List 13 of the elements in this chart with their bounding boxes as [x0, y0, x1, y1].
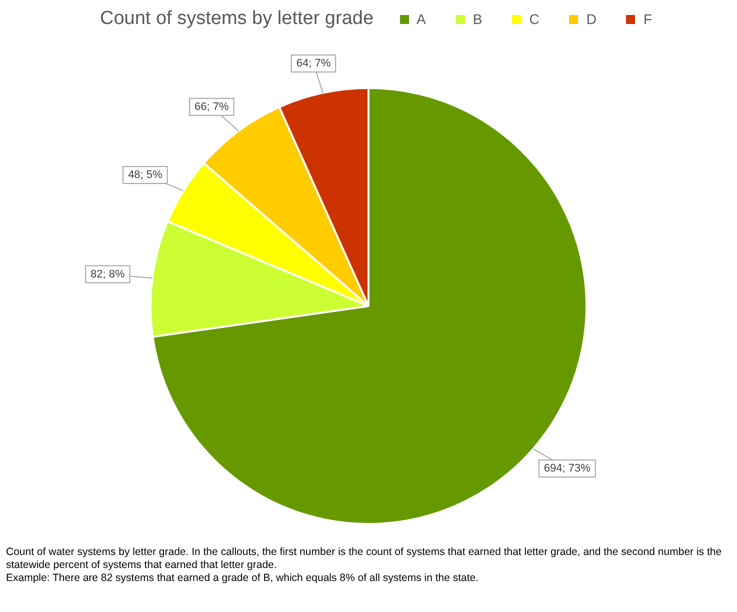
- data-label: 694; 73%: [544, 462, 591, 475]
- legend-label: B: [472, 11, 482, 27]
- data-label: 66; 7%: [194, 100, 230, 113]
- text: Example: There are 82 systems that earned a grade of B, which equals 8% of all systems in the state.: [6, 572, 480, 585]
- legend-label: F: [643, 11, 652, 27]
- data-label: 82; 8%: [90, 268, 126, 280]
- text: Count of water systems by letter grade. In the callouts, the first number is the count of systems that earned that letter grade, and the second number is the statewide percent of systems that earned that letter grade.: [6, 546, 723, 572]
- legend-label: C: [529, 11, 540, 27]
- data-label: 64; 7%: [296, 58, 331, 70]
- data-label: 48; 5%: [128, 169, 163, 182]
- chart-title: Count of systems by letter grade: [100, 8, 374, 30]
- legend-label: A: [416, 11, 426, 27]
- legend-label: D: [586, 11, 596, 27]
